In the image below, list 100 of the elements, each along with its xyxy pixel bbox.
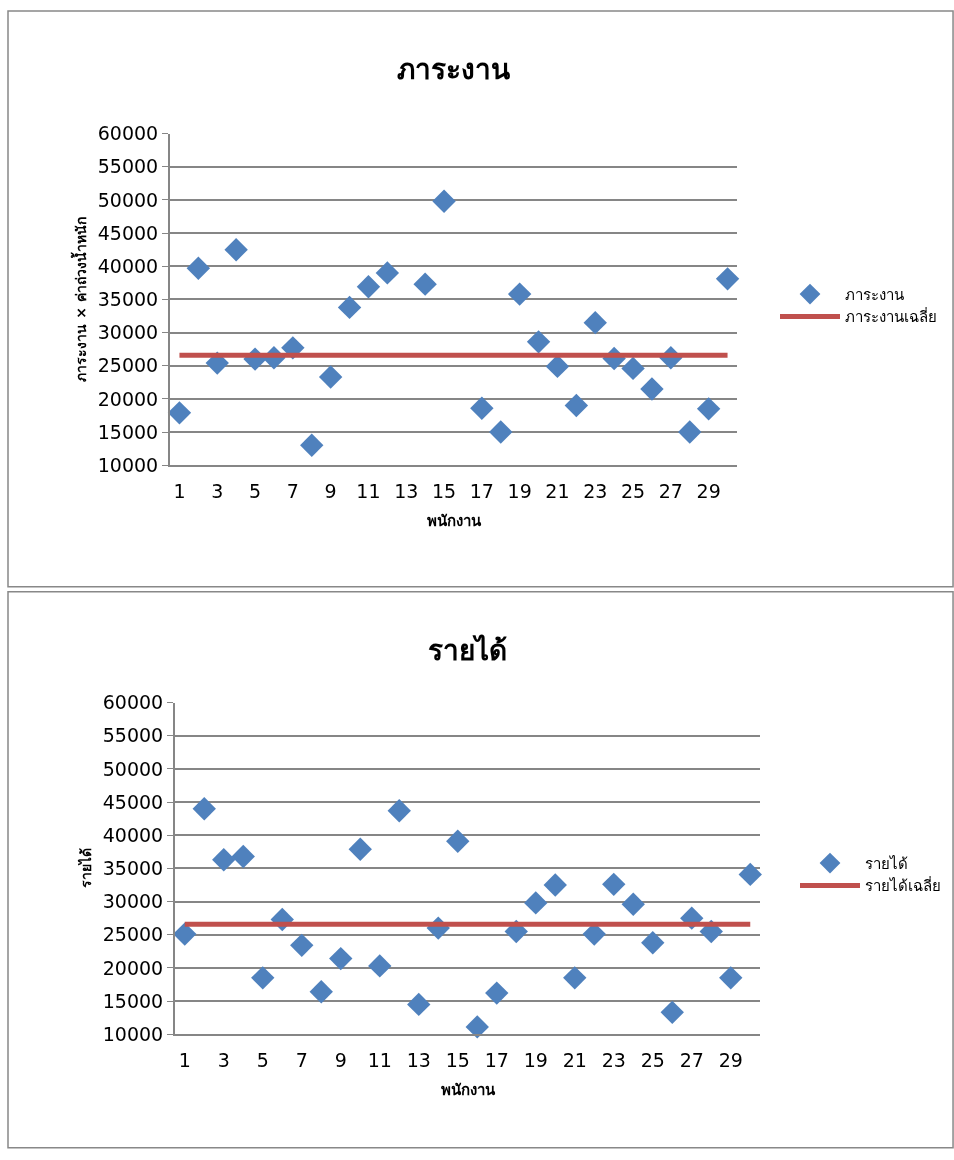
point xyxy=(309,980,333,1004)
y-tick-label: 10000 xyxy=(102,1022,164,1045)
y-tick-label: 20000 xyxy=(97,387,159,410)
point xyxy=(621,356,645,381)
point xyxy=(660,1000,684,1025)
x-tick-label: 25 xyxy=(640,1049,665,1072)
point xyxy=(173,922,197,946)
y-tick-label: 10000 xyxy=(97,453,159,476)
y-tick-label: 15000 xyxy=(102,989,164,1012)
point xyxy=(186,256,211,280)
legend-label: รายได้ xyxy=(865,854,908,873)
x-tick-label: 7 xyxy=(295,1049,308,1072)
point xyxy=(300,433,324,458)
point xyxy=(329,946,353,971)
y-tick-label: 50000 xyxy=(102,757,164,780)
x-tick-label: 19 xyxy=(523,1049,548,1072)
y-axis-title: ภาระงาน × ค่าถ่วงน้ำหนัก xyxy=(69,217,89,382)
point xyxy=(719,966,743,990)
chart-title: รายได้ xyxy=(428,634,507,667)
point xyxy=(489,420,513,444)
point xyxy=(465,1015,489,1039)
x-tick-label: 15 xyxy=(445,1049,470,1072)
x-tick-label: 9 xyxy=(334,1049,347,1072)
y-tick-label: 45000 xyxy=(97,221,159,244)
y-tick-label: 40000 xyxy=(102,823,164,846)
x-tick-label: 25 xyxy=(620,480,646,503)
point xyxy=(446,829,470,853)
y-tick-label: 30000 xyxy=(97,321,159,344)
point xyxy=(678,420,702,444)
y-tick-label: 60000 xyxy=(97,122,159,145)
point xyxy=(485,981,509,1005)
point xyxy=(290,933,314,958)
x-tick-label: 5 xyxy=(256,1049,269,1072)
point xyxy=(337,295,362,320)
y-tick-label: 30000 xyxy=(102,890,164,913)
point xyxy=(356,275,381,299)
x-tick-label: 13 xyxy=(394,480,419,503)
y-tick-label: 25000 xyxy=(102,923,164,946)
point xyxy=(368,954,392,978)
x-axis-title: พนักงาน xyxy=(440,1080,496,1099)
y-axis-title: รายได้ xyxy=(76,848,94,889)
point xyxy=(192,797,216,821)
x-tick-label: 3 xyxy=(217,1049,230,1072)
x-tick-label: 11 xyxy=(367,1049,392,1072)
x-tick-label: 13 xyxy=(406,1049,431,1072)
x-tick-label: 27 xyxy=(658,480,683,503)
point xyxy=(524,891,548,915)
x-tick-label: 3 xyxy=(211,480,224,503)
x-tick-label: 1 xyxy=(173,480,186,503)
point xyxy=(407,992,431,1017)
point xyxy=(470,396,494,420)
legend-label: ภาระงาน xyxy=(845,285,904,304)
x-axis-title: พนักงาน xyxy=(426,511,482,530)
point xyxy=(564,393,589,418)
x-tick-label: 11 xyxy=(356,480,381,503)
y-tick-label: 55000 xyxy=(102,724,164,747)
point xyxy=(543,873,567,897)
point xyxy=(387,799,411,823)
point xyxy=(526,330,551,354)
x-tick-label: 1 xyxy=(178,1049,191,1072)
point xyxy=(375,261,400,285)
y-tick-label: 55000 xyxy=(97,155,159,178)
x-tick-label: 21 xyxy=(562,1049,587,1072)
y-tick-label: 40000 xyxy=(97,254,159,277)
point xyxy=(715,267,740,291)
y-tick-label: 25000 xyxy=(97,354,159,377)
point xyxy=(348,837,372,861)
point xyxy=(167,401,192,425)
y-tick-label: 20000 xyxy=(102,956,164,979)
x-tick-label: 23 xyxy=(583,480,608,503)
point xyxy=(413,272,437,296)
x-tick-label: 29 xyxy=(718,1049,743,1072)
y-tick-label: 45000 xyxy=(102,790,164,813)
x-tick-label: 17 xyxy=(484,1049,509,1072)
point xyxy=(641,931,665,955)
point xyxy=(318,365,343,389)
x-tick-label: 7 xyxy=(286,480,299,503)
x-tick-label: 19 xyxy=(507,480,532,503)
x-tick-label: 17 xyxy=(469,480,494,503)
x-tick-label: 9 xyxy=(324,480,337,503)
point xyxy=(251,966,275,990)
legend-label: รายได้เฉลี่ย xyxy=(865,875,941,896)
point xyxy=(602,872,626,897)
y-tick-label: 15000 xyxy=(97,420,159,443)
x-tick-label: 5 xyxy=(249,480,262,503)
point xyxy=(432,189,456,213)
point xyxy=(212,848,236,872)
x-tick-label: 15 xyxy=(431,480,457,503)
point xyxy=(696,397,721,421)
y-tick-label: 50000 xyxy=(97,188,159,211)
point xyxy=(583,310,607,335)
x-tick-label: 27 xyxy=(679,1049,704,1072)
point xyxy=(738,862,762,887)
x-tick-label: 29 xyxy=(696,480,721,503)
point xyxy=(621,892,645,916)
y-tick-label: 35000 xyxy=(102,857,164,880)
x-tick-label: 23 xyxy=(601,1049,626,1072)
point xyxy=(640,377,664,401)
x-tick-label: 21 xyxy=(545,480,570,503)
point xyxy=(563,966,587,990)
